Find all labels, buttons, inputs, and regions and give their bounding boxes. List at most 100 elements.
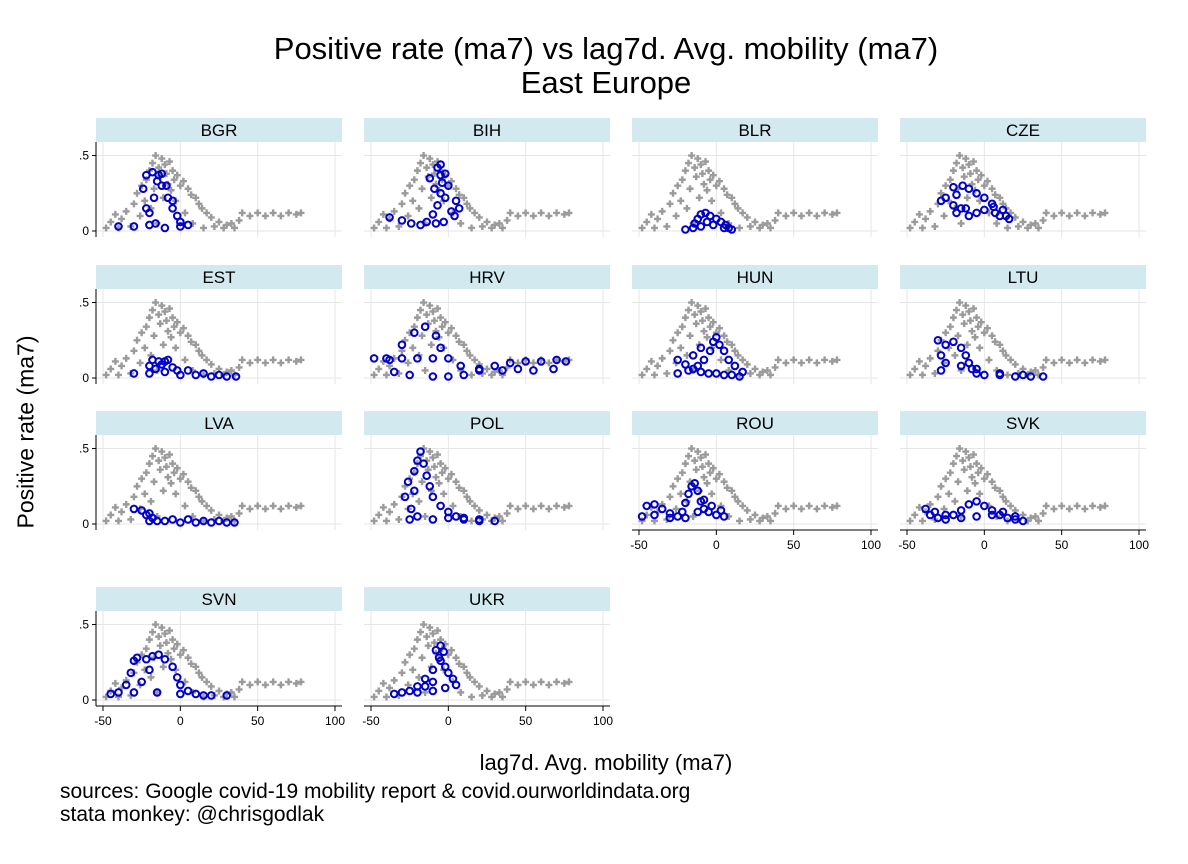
highlight-point bbox=[422, 471, 431, 481]
background-point bbox=[980, 329, 988, 337]
background-point bbox=[370, 371, 378, 379]
background-point bbox=[973, 167, 981, 175]
background-point bbox=[658, 500, 666, 508]
background-point bbox=[1042, 356, 1050, 364]
x-tick-label: 100 bbox=[325, 714, 345, 728]
background-point bbox=[638, 517, 646, 525]
background-point bbox=[227, 512, 235, 520]
background-point bbox=[102, 224, 110, 232]
highlight-point bbox=[138, 184, 148, 194]
background-point bbox=[647, 357, 655, 365]
background-point bbox=[915, 210, 923, 218]
background-point bbox=[669, 482, 677, 490]
background-point bbox=[694, 155, 702, 163]
background-point bbox=[553, 678, 561, 686]
background-point bbox=[203, 502, 211, 510]
background-point bbox=[828, 503, 836, 511]
highlight-point bbox=[681, 513, 690, 523]
background-point bbox=[669, 189, 677, 197]
background-point bbox=[708, 197, 716, 205]
background-point bbox=[702, 451, 710, 459]
x-tick-label: -50 bbox=[630, 538, 648, 552]
background-point bbox=[142, 645, 150, 653]
background-point bbox=[246, 681, 254, 689]
background-point bbox=[438, 469, 446, 477]
background-point bbox=[176, 475, 184, 483]
background-point bbox=[107, 365, 115, 373]
background-point bbox=[705, 167, 713, 175]
background-point bbox=[684, 306, 692, 314]
background-point bbox=[529, 212, 537, 220]
highlight-point bbox=[440, 169, 450, 178]
panel-label: CZE bbox=[1006, 121, 1040, 140]
panel-svn: SVN 0 .5 -50 0 50 100 bbox=[79, 587, 345, 728]
highlight-point bbox=[152, 516, 162, 526]
background-point bbox=[444, 329, 452, 337]
background-point bbox=[643, 218, 651, 226]
highlight-point bbox=[106, 689, 116, 699]
highlight-point bbox=[191, 370, 201, 380]
background-point bbox=[426, 624, 434, 632]
background-point bbox=[203, 209, 211, 217]
highlight-point bbox=[956, 343, 966, 353]
highlight-point bbox=[936, 351, 946, 360]
background-point bbox=[145, 314, 153, 322]
background-point bbox=[145, 636, 153, 644]
background-point bbox=[821, 209, 829, 217]
background-point bbox=[694, 302, 702, 310]
background-point bbox=[427, 194, 435, 202]
background-point bbox=[430, 463, 438, 471]
highlight-point bbox=[369, 354, 379, 363]
highlight-point bbox=[529, 366, 538, 375]
background-point bbox=[246, 505, 254, 513]
highlight-point bbox=[987, 506, 997, 515]
background-point bbox=[790, 356, 798, 364]
highlight-point bbox=[688, 351, 698, 360]
background-point bbox=[999, 347, 1007, 355]
background-point bbox=[169, 314, 177, 322]
background-point bbox=[684, 159, 692, 167]
background-point bbox=[136, 212, 144, 220]
background-point bbox=[452, 185, 460, 193]
background-point bbox=[638, 224, 646, 232]
background-point bbox=[906, 517, 914, 525]
background-point bbox=[706, 469, 714, 477]
background-point bbox=[173, 171, 181, 179]
background-point bbox=[963, 341, 971, 349]
background-point bbox=[514, 212, 522, 220]
background-point bbox=[438, 323, 446, 331]
highlight-point bbox=[684, 366, 693, 375]
background-point bbox=[452, 332, 460, 340]
background-point bbox=[654, 215, 662, 223]
highlight-point bbox=[637, 512, 647, 521]
panel-label: SVK bbox=[1006, 414, 1041, 433]
background-point bbox=[382, 693, 390, 701]
background-point bbox=[382, 224, 390, 232]
background-point bbox=[985, 356, 993, 364]
background-point bbox=[184, 478, 192, 486]
background-point bbox=[918, 371, 926, 379]
background-point bbox=[1011, 360, 1019, 368]
background-point bbox=[980, 182, 988, 190]
background-point bbox=[956, 299, 964, 307]
background-point bbox=[141, 197, 149, 205]
background-point bbox=[269, 209, 277, 217]
background-point bbox=[420, 621, 428, 629]
background-point bbox=[1004, 371, 1012, 379]
background-point bbox=[999, 493, 1007, 501]
background-point bbox=[277, 681, 285, 689]
panel-blr: BLR bbox=[632, 118, 878, 237]
highlight-point bbox=[681, 498, 690, 508]
background-point bbox=[922, 362, 930, 370]
background-point bbox=[708, 490, 716, 498]
background-point bbox=[179, 177, 187, 185]
background-point bbox=[498, 517, 506, 525]
background-point bbox=[828, 210, 836, 218]
background-point bbox=[370, 517, 378, 525]
background-point bbox=[677, 490, 685, 498]
background-point bbox=[297, 356, 305, 364]
highlight-point bbox=[980, 370, 989, 380]
background-point bbox=[292, 210, 300, 218]
background-point bbox=[691, 311, 699, 319]
background-point bbox=[471, 678, 479, 686]
